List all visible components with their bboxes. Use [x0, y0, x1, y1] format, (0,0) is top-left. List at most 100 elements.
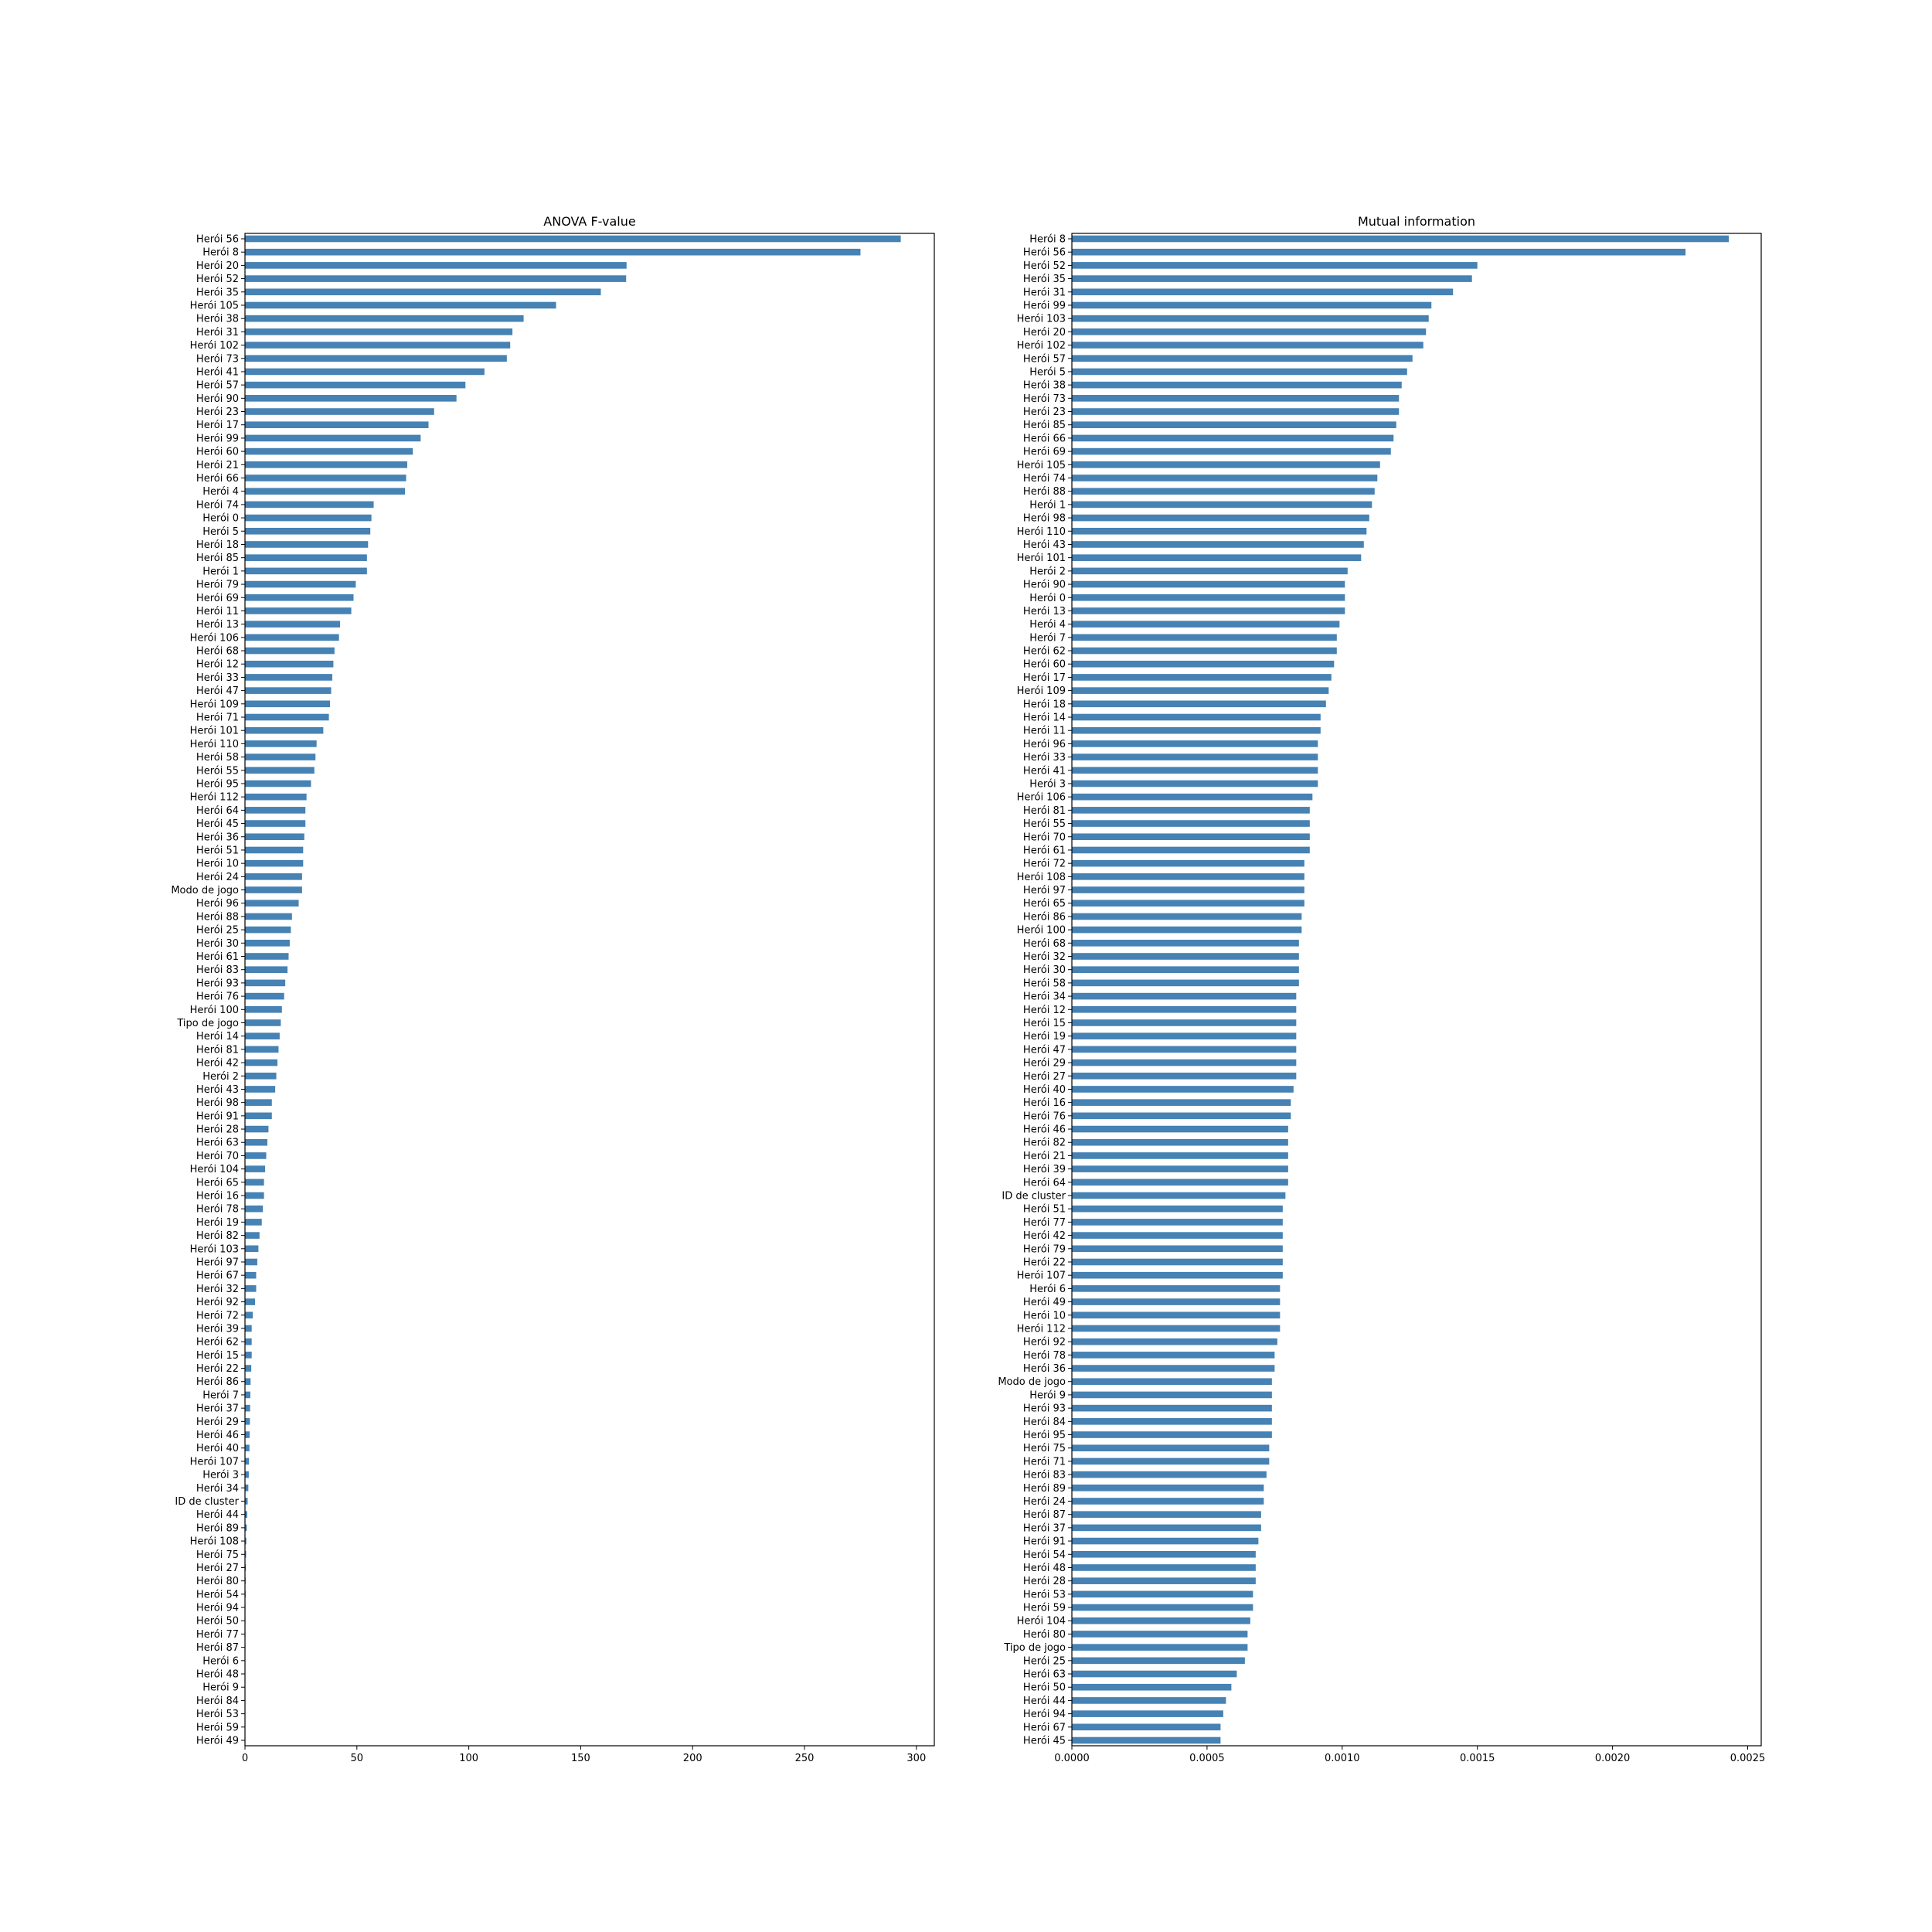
bar [1072, 1192, 1286, 1199]
bar [1072, 1485, 1264, 1492]
bar [245, 594, 354, 601]
category-label: Herói 102 [190, 340, 239, 352]
category-label: Herói 10 [196, 859, 239, 870]
bar [245, 1019, 281, 1026]
bar [245, 634, 339, 641]
category-label: ID de cluster [175, 1496, 239, 1508]
bar [1072, 1086, 1294, 1093]
bar [245, 1165, 266, 1172]
category-label: Herói 77 [196, 1629, 239, 1641]
bar [1072, 713, 1321, 721]
bar [1072, 1458, 1270, 1465]
category-label: Herói 84 [196, 1696, 239, 1707]
category-label: Herói 14 [196, 1031, 239, 1043]
category-label: Herói 64 [196, 805, 239, 817]
bar [245, 488, 406, 495]
category-label: Herói 34 [196, 1483, 239, 1495]
category-label: Herói 10 [1023, 1310, 1066, 1321]
category-label: Tipo de jogo [1003, 1642, 1066, 1654]
category-label: Herói 37 [196, 1403, 239, 1415]
category-label: Herói 101 [190, 726, 239, 737]
category-label: Herói 70 [1023, 832, 1066, 843]
bar [245, 1444, 250, 1452]
bar [245, 900, 299, 907]
category-label: Herói 57 [1023, 353, 1066, 365]
bar [1072, 1736, 1221, 1744]
category-label: Herói 1 [202, 566, 239, 577]
bar [1072, 1498, 1264, 1505]
category-label: Herói 112 [1017, 1323, 1066, 1335]
bar [1072, 807, 1310, 814]
category-label: Herói 11 [196, 606, 239, 617]
category-label: Herói 42 [1023, 1230, 1066, 1242]
category-label: Herói 106 [190, 632, 239, 644]
category-label: Herói 2 [1029, 566, 1066, 577]
category-label: Herói 87 [196, 1642, 239, 1654]
plot-frame [1071, 233, 1762, 1747]
bar [1072, 1471, 1267, 1478]
category-label: Herói 44 [1023, 1696, 1066, 1707]
bar [245, 913, 292, 920]
bar [1072, 1219, 1283, 1226]
bar [245, 275, 627, 282]
category-label: Herói 110 [1017, 526, 1066, 538]
bar [245, 1485, 249, 1492]
category-label: Herói 66 [1023, 433, 1066, 444]
category-label: Herói 35 [196, 287, 239, 298]
category-label: Herói 19 [196, 1217, 239, 1229]
bar [1072, 1550, 1256, 1558]
bar [1072, 1365, 1275, 1372]
chart-title: ANOVA F-value [543, 214, 635, 229]
bar [245, 1418, 250, 1425]
category-label: Herói 5 [1029, 366, 1066, 378]
bar [245, 992, 284, 1000]
bar [245, 713, 329, 721]
bar [245, 447, 413, 455]
category-label: Herói 110 [190, 739, 239, 750]
category-label: Herói 47 [1023, 1044, 1066, 1056]
category-label: Herói 99 [1023, 300, 1066, 311]
bar [245, 846, 304, 854]
category-label: Herói 105 [1017, 460, 1066, 471]
category-label: Herói 109 [1017, 685, 1066, 697]
bar [1072, 1032, 1297, 1039]
category-label: Herói 15 [1023, 1018, 1066, 1029]
category-label: Herói 64 [1023, 1177, 1066, 1189]
category-label: Herói 92 [196, 1297, 239, 1308]
category-label: Herói 28 [1023, 1576, 1066, 1587]
bar [1072, 1258, 1283, 1266]
category-label: Herói 98 [196, 1097, 239, 1109]
category-label: Herói 52 [1023, 260, 1066, 272]
bar [245, 381, 466, 389]
category-label: Herói 30 [196, 938, 239, 950]
category-label: Herói 58 [196, 752, 239, 764]
x-tick-label: 300 [906, 1753, 926, 1764]
category-label: Herói 5 [202, 526, 239, 538]
bar [245, 859, 304, 867]
bar [1072, 527, 1367, 535]
bar [1072, 288, 1454, 296]
category-label: Herói 50 [196, 1616, 239, 1628]
category-label: Herói 56 [1023, 247, 1066, 259]
category-label: Herói 50 [1023, 1682, 1066, 1694]
category-label: Herói 46 [196, 1430, 239, 1441]
category-label: Herói 36 [1023, 1363, 1066, 1375]
category-label: Herói 59 [196, 1722, 239, 1733]
bar [245, 1245, 259, 1253]
bar [1072, 979, 1299, 987]
bar [1072, 434, 1394, 442]
bar [245, 1498, 248, 1505]
category-label: Herói 42 [196, 1058, 239, 1070]
x-tick-label: 250 [795, 1753, 815, 1764]
category-label: Herói 60 [196, 447, 239, 458]
bar [245, 953, 289, 960]
bar [245, 926, 291, 934]
bar [245, 368, 485, 376]
category-label: Herói 24 [196, 872, 239, 883]
category-label: Herói 17 [196, 420, 239, 431]
category-label: Herói 12 [196, 659, 239, 671]
bar [1072, 607, 1345, 614]
bar [1072, 674, 1332, 681]
bar [245, 248, 861, 256]
